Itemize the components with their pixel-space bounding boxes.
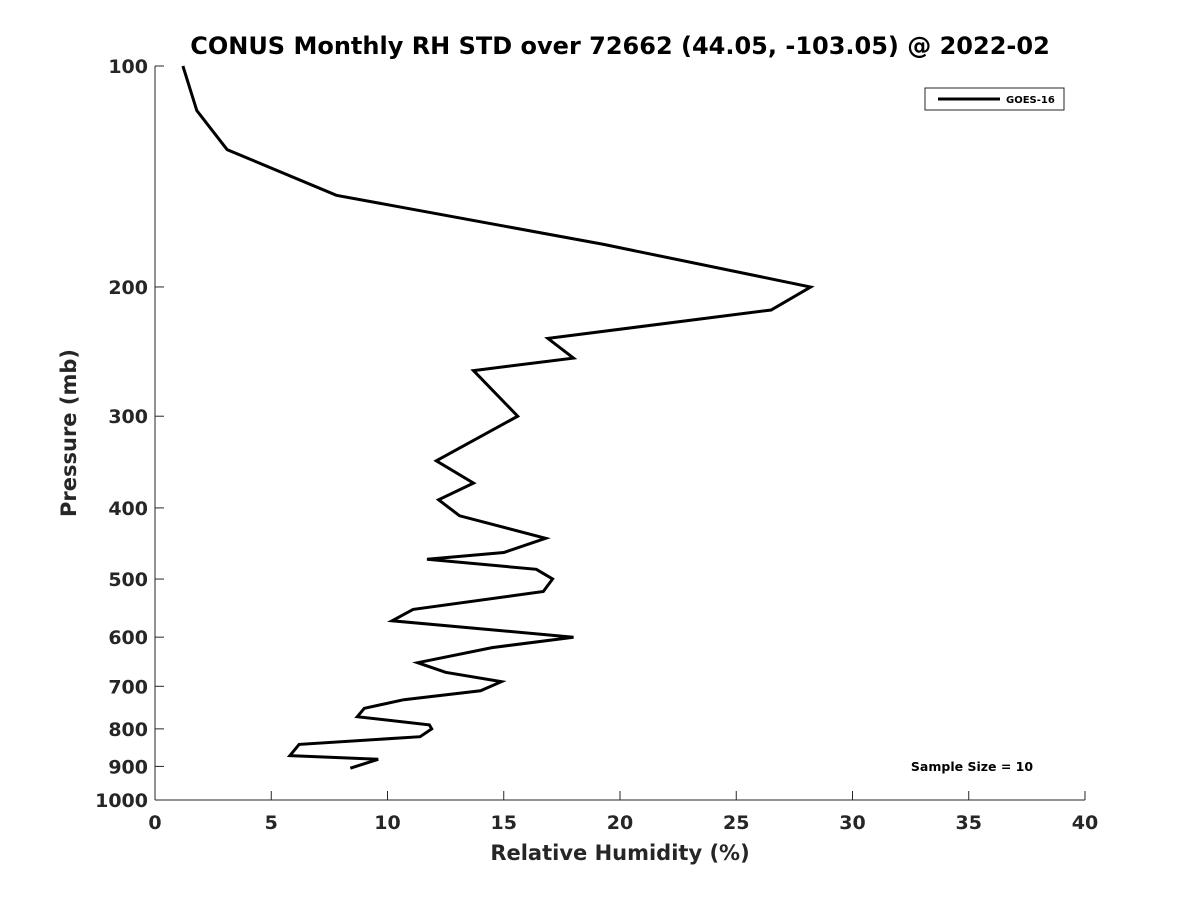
y-tick-label: 700: [108, 676, 148, 698]
x-tick-label: 15: [491, 812, 517, 834]
x-tick-label: 40: [1072, 812, 1098, 834]
y-ticks: 100 200 300 400 500 600 700 800 900 1000: [95, 56, 164, 812]
y-tick-label: 200: [108, 277, 148, 299]
x-tick-label: 5: [265, 812, 278, 834]
x-ticks: 0 5 10 15 20 25 30 35 40: [148, 791, 1098, 834]
series-line-0: [181, 65, 815, 770]
y-tick-label: 300: [108, 406, 148, 428]
x-tick-label: 10: [374, 812, 400, 834]
x-tick-label: 25: [723, 812, 749, 834]
y-tick-label: 400: [108, 498, 148, 520]
y-tick-label: 100: [108, 56, 148, 78]
y-tick-label: 600: [108, 627, 148, 649]
y-tick-label: 1000: [95, 790, 148, 812]
x-tick-label: 20: [607, 812, 633, 834]
x-axis-label: Relative Humidity (%): [490, 841, 749, 865]
y-axis-label: Pressure (mb): [57, 349, 81, 517]
series-layer: [181, 65, 815, 770]
sample-size-annotation: Sample Size = 10: [911, 759, 1033, 774]
x-tick-label: 0: [148, 812, 161, 834]
chart-title: CONUS Monthly RH STD over 72662 (44.05, …: [190, 32, 1050, 60]
y-tick-label: 500: [108, 569, 148, 591]
plot-axes: [154, 66, 1085, 801]
y-tick-label: 800: [108, 719, 148, 741]
x-tick-label: 35: [956, 812, 982, 834]
legend-label-goes-16: GOES-16: [1006, 95, 1055, 106]
x-tick-label: 30: [839, 812, 865, 834]
y-tick-label: 900: [108, 756, 148, 778]
legend: GOES-16: [924, 87, 1065, 111]
